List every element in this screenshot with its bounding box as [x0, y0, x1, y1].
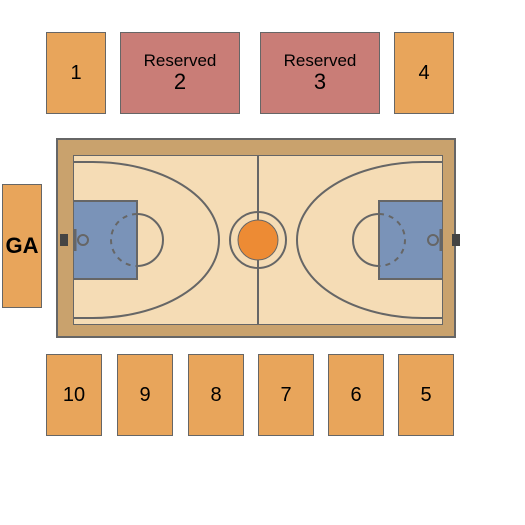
court-marker-icon: [452, 234, 460, 246]
section-1[interactable]: 1: [46, 32, 106, 114]
section-2[interactable]: Reserved2: [120, 32, 240, 114]
section-number: 2: [174, 70, 186, 94]
section-9[interactable]: 9: [117, 354, 173, 436]
section-4[interactable]: 4: [394, 32, 454, 114]
section-10[interactable]: 10: [46, 354, 102, 436]
section-7[interactable]: 7: [258, 354, 314, 436]
section-8[interactable]: 8: [188, 354, 244, 436]
section-number: 3: [314, 70, 326, 94]
section-label: Reserved: [284, 52, 357, 71]
section-5[interactable]: 5: [398, 354, 454, 436]
seating-map: 1Reserved2Reserved34GA1098765: [0, 0, 525, 525]
section-6[interactable]: 6: [328, 354, 384, 436]
section-3[interactable]: Reserved3: [260, 32, 380, 114]
section-ga[interactable]: GA: [2, 184, 42, 308]
court-floor: [73, 155, 443, 325]
court-marker-icon: [60, 234, 68, 246]
section-label: Reserved: [144, 52, 217, 71]
court: [56, 138, 456, 338]
